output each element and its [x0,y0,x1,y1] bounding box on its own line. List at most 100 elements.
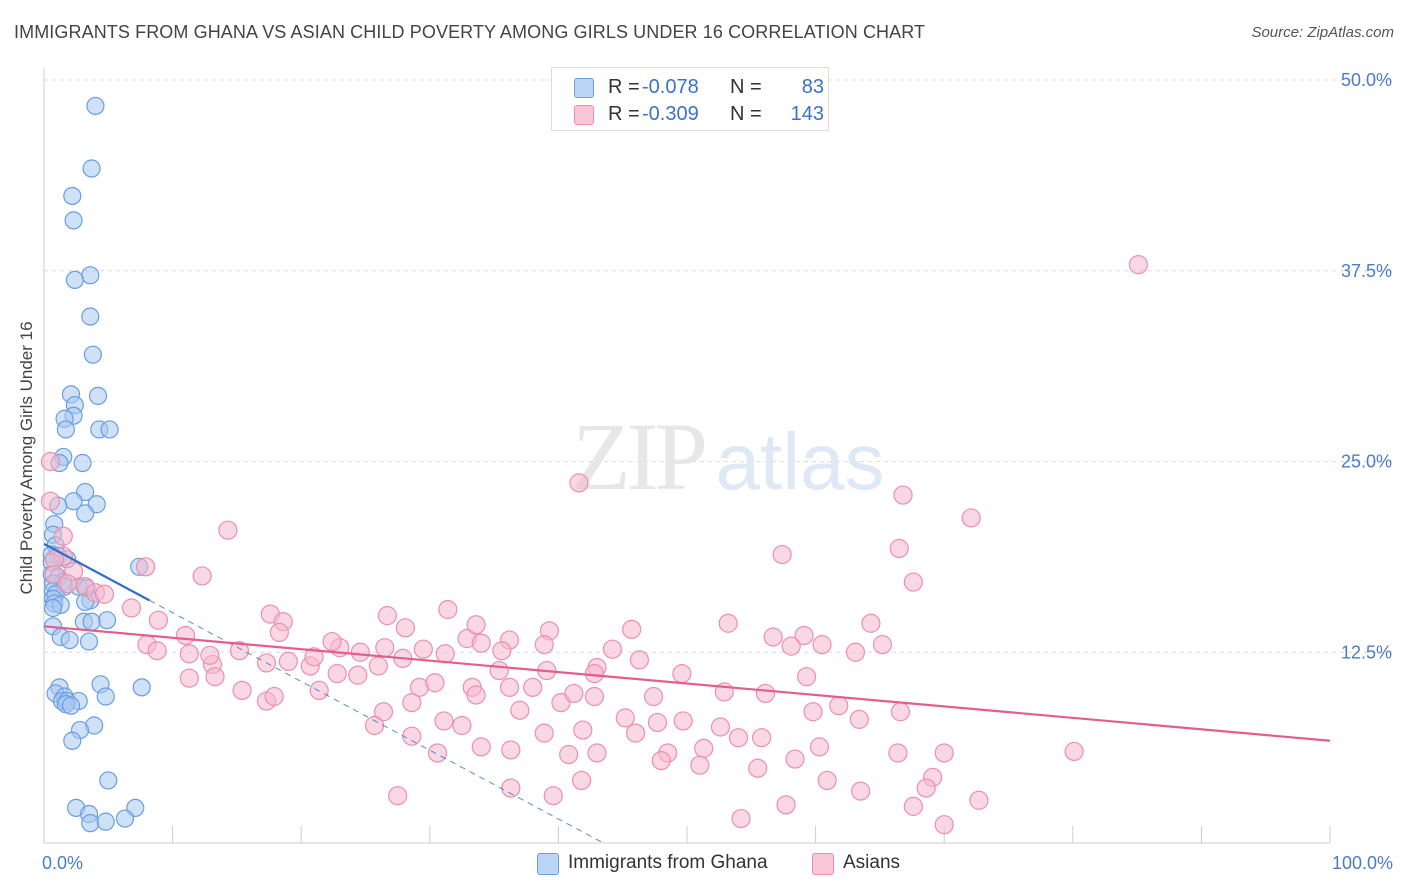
asian-point-133 [849,709,869,729]
asian-point-92 [690,755,710,775]
asian-point-88 [501,740,521,760]
ghana-point-59 [96,687,115,706]
asian-point-90 [651,750,671,771]
asian-trend-line [43,625,1331,742]
asian-point-137 [175,625,196,646]
asian-point-95 [934,743,954,763]
ghana-trend-extension [149,599,604,844]
asian-point-111 [377,606,397,626]
asian-point-91 [785,749,805,769]
legend-swatch-asians [574,105,594,125]
legend-r-value: -0.309 [642,103,699,125]
asian-point-26 [395,618,415,638]
asian-point-117 [269,622,289,643]
asian-point-16 [903,572,923,592]
asian-point-42 [845,642,866,662]
asian-point-44 [179,644,199,664]
asian-point-65 [643,686,664,707]
asian-point-83 [751,728,772,748]
asian-point-38 [375,638,395,658]
asian-point-22 [438,599,458,620]
asian-point-55 [179,668,199,688]
asian-point-12 [135,557,156,577]
asian-point-48 [278,651,298,672]
source-label: Source: ZipAtlas.com [1251,24,1394,41]
x-tick-label-max: 100.0% [1332,853,1393,873]
asian-point-17 [57,573,77,594]
y-tick-label-2: 37.5% [1341,261,1392,281]
ghana-point-49 [82,612,101,631]
ghana-point-1 [82,159,101,178]
asian-point-126 [466,685,486,705]
asian-point-27 [622,619,642,639]
ghana-point-23 [76,504,95,523]
asian-point-102 [501,778,521,798]
asian-point-29 [794,625,814,646]
asian-point-8 [889,538,909,559]
asian-point-138 [205,667,225,687]
watermark-zip: ZIP [572,403,705,510]
asian-point-110 [466,615,486,635]
asian-point-125 [523,677,543,697]
asian-point-70 [373,702,394,722]
asian-point-129 [781,636,801,656]
asian-point-0 [1128,255,1148,275]
series-asians [40,255,1148,835]
asian-point-108 [731,808,751,829]
asian-point-97 [817,770,837,791]
asian-point-24 [148,610,169,630]
asian-point-40 [492,641,512,661]
ghana-trend-line [43,542,150,602]
ghana-point-54 [132,678,151,697]
asian-point-128 [229,641,250,661]
bottom-legend-label-asians: Asians [843,852,901,873]
asian-point-36 [861,613,881,633]
asian-point-84 [471,737,491,757]
asian-point-103 [543,786,563,806]
asian-point-100 [916,778,936,798]
asian-point-116 [327,664,347,684]
legend-n-label: N = [730,76,762,98]
ghana-point-18 [73,453,92,473]
asian-point-4 [40,491,61,511]
asian-point-75 [452,715,472,736]
correlation-legend: R = -0.078 N = 83 R = -0.309 N = 143 [551,67,829,131]
asian-point-118 [348,665,368,685]
asian-point-107 [776,795,796,815]
asian-point-96 [571,770,592,791]
asian-point-78 [573,720,593,740]
ghana-point-53 [79,632,99,651]
ghana-point-6 [81,307,100,326]
asian-point-5 [961,508,981,528]
asian-point-62 [584,686,605,707]
asian-point-86 [694,738,714,758]
ghana-point-74 [96,812,115,831]
y-tick-label-0: 12.5% [1341,642,1392,662]
chart-title: IMMIGRANTS FROM GHANA VS ASIAN CHILD POV… [14,22,926,42]
asian-point-104 [388,786,408,806]
asian-point-76 [364,715,385,736]
asian-point-81 [534,723,554,743]
legend-n-value: 83 [801,76,824,98]
asian-point-3 [893,485,913,505]
asian-point-106 [903,796,923,816]
asian-point-35 [872,635,893,655]
ghana-point-5 [65,270,84,290]
y-tick-label-1: 25.0% [1341,452,1392,472]
ghana-point-73 [81,814,100,833]
asian-point-74 [647,712,668,733]
ghana-point-0 [86,96,105,116]
asian-point-21 [121,598,142,618]
ghana-point-68 [99,771,118,790]
asian-point-57 [499,677,520,697]
asian-point-101 [851,781,871,801]
ghana-point-9 [88,386,108,405]
asian-point-20 [94,584,115,604]
asian-point-132 [629,650,650,670]
asian-point-120 [615,708,635,728]
asian-point-94 [748,758,768,778]
ghana-point-4 [81,266,100,285]
asian-point-135 [322,631,342,652]
legend-n-value: 143 [790,103,824,125]
